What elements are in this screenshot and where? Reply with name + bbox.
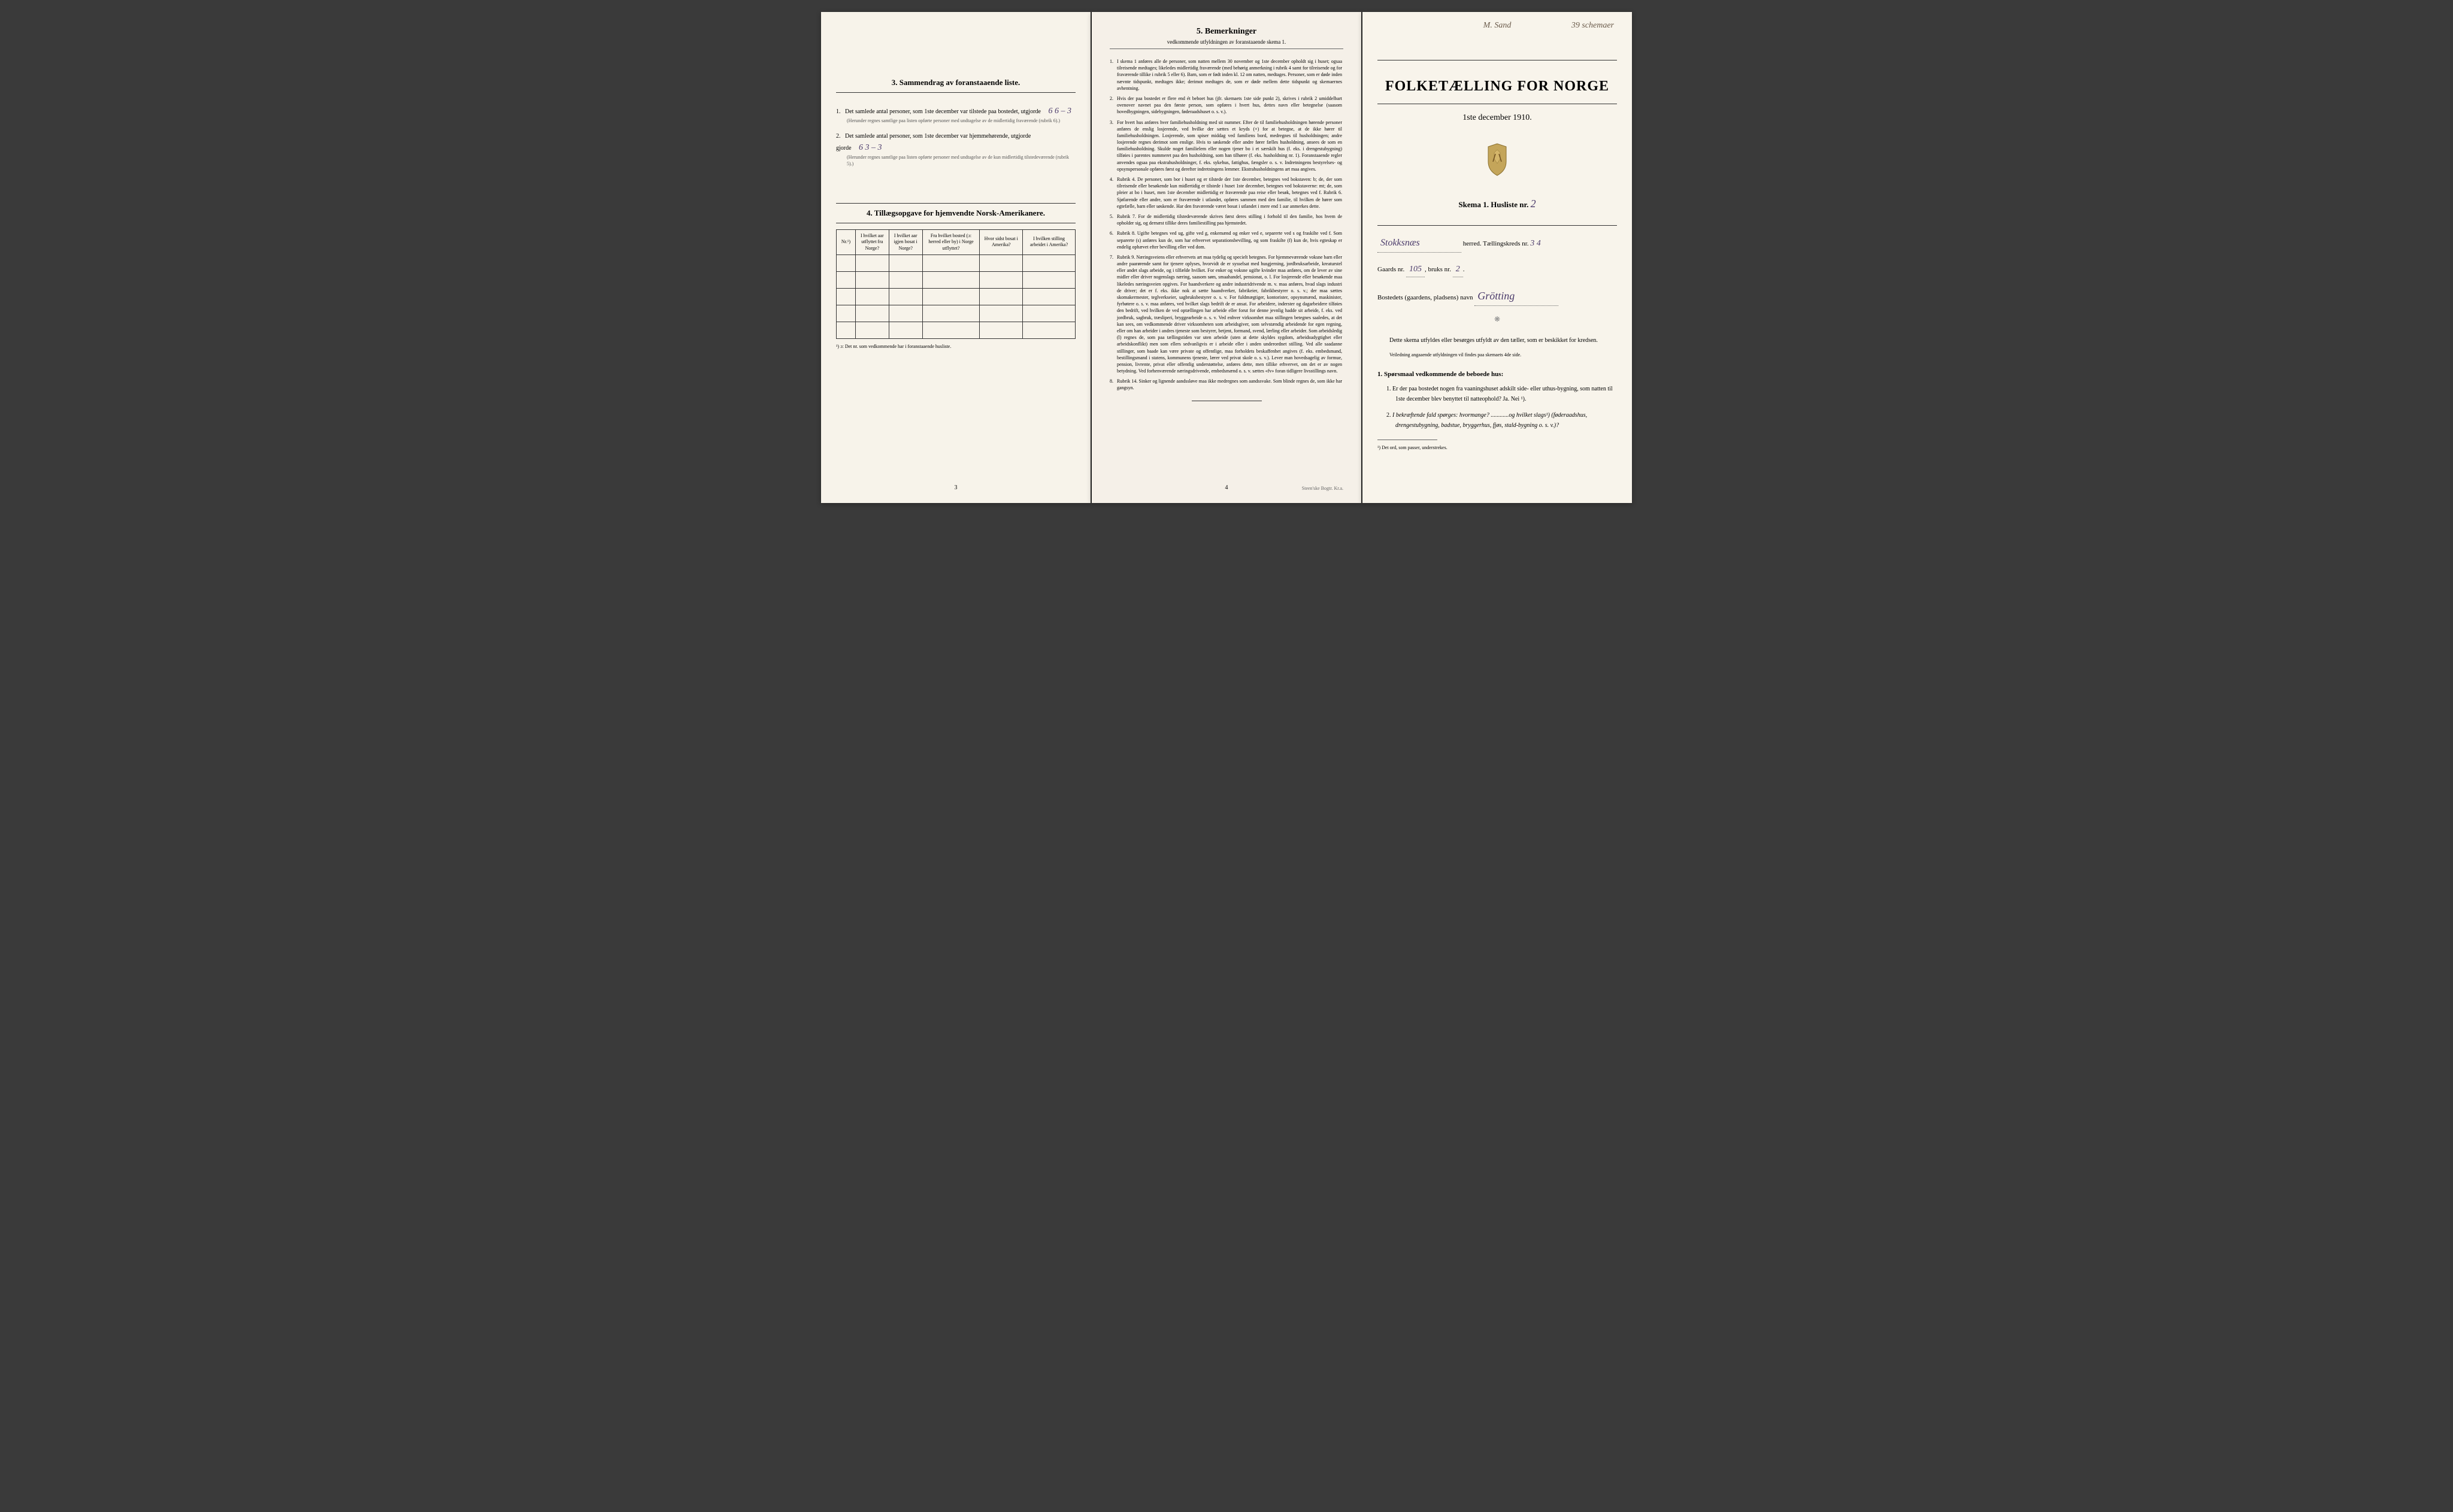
page-number-center: 4 — [1225, 484, 1228, 491]
date-line: 1ste december 1910. — [1377, 113, 1617, 123]
item1-text: Det samlede antal personer, som 1ste dec… — [845, 108, 1041, 115]
section5-subtitle: vedkommende utfyldningen av foranstaaend… — [1110, 39, 1343, 49]
top-handwriting-left: M. Sand — [1483, 21, 1512, 31]
amerikaner-table: Nr.¹) I hvilket aar utflyttet fra Norge?… — [836, 229, 1076, 339]
remark-text: Rubrik 14. Sinker og lignende aandssløve… — [1117, 378, 1342, 391]
remark-text: Rubrik 7. For de midlertidig tilstedevær… — [1117, 213, 1342, 226]
page-left: 3. Sammendrag av foranstaaende liste. 1.… — [821, 12, 1091, 503]
skema-rule — [1377, 225, 1617, 226]
table-row — [837, 322, 1076, 338]
section4-title: 4. Tillægsopgave for hjemvendte Norsk-Am… — [836, 203, 1076, 223]
q2-text: I bekræftende fald spørges: hvormange? .… — [1392, 412, 1587, 429]
remark-item: 8.Rubrik 14. Sinker og lignende aandsslø… — [1110, 378, 1343, 391]
remark-item: 3.For hvert hus anføres hver familiehush… — [1110, 119, 1343, 173]
th-4: Hvor sidst bosat i Amerika? — [980, 229, 1023, 254]
remark-item: 1.I skema 1 anføres alle de personer, so… — [1110, 58, 1343, 92]
item-1: 1.Det samlede antal personer, som 1ste d… — [836, 105, 1076, 125]
remark-number: 4. — [1110, 176, 1117, 183]
gaards-label: Gaards nr. — [1377, 266, 1404, 273]
instruction-sub: Veiledning angaaende utfyldningen vil fi… — [1377, 352, 1617, 358]
bruks-label: bruks nr. — [1428, 266, 1451, 273]
section3-title: 3. Sammendrag av foranstaaende liste. — [836, 78, 1076, 93]
remark-number: 2. — [1110, 95, 1117, 102]
remarks-list: 1.I skema 1 anføres alle de personer, so… — [1110, 58, 1343, 392]
item-2: 2.Det samlede antal personer, som 1ste d… — [836, 132, 1076, 167]
remark-number: 5. — [1110, 213, 1117, 220]
skema-label: Skema 1. Husliste nr. — [1458, 200, 1528, 209]
remark-number: 7. — [1110, 254, 1117, 260]
remark-text: For hvert hus anføres hver familiehushol… — [1117, 119, 1342, 173]
table-row — [837, 288, 1076, 305]
table-row — [837, 305, 1076, 322]
remark-number: 1. — [1110, 58, 1117, 65]
question-2: 2. I bekræftende fald spørges: hvormange… — [1386, 410, 1617, 431]
table-row — [837, 271, 1076, 288]
bruks-nr: 2 — [1453, 262, 1463, 277]
remark-text: Rubrik 4. De personer, som bor i huset o… — [1117, 176, 1342, 210]
page-number-left: 3 — [955, 484, 958, 491]
right-footnote: ¹) Det ord, som passer, understrekes. — [1377, 445, 1617, 450]
bosted-label: Bostedets (gaardens, pladsens) navn — [1377, 294, 1473, 301]
main-title: FOLKETÆLLING FOR NORGE — [1377, 78, 1617, 95]
th-3: Fra hvilket bosted (ɔ: herred eller by) … — [922, 229, 980, 254]
item1-values: 6 6 – 3 — [1048, 107, 1071, 116]
bosted-value: Grötting — [1474, 286, 1558, 306]
th-2: I hvilket aar igjen bosat i Norge? — [889, 229, 922, 254]
remark-item: 4.Rubrik 4. De personer, som bor i huset… — [1110, 176, 1343, 210]
remark-text: I skema 1 anføres alle de personer, som … — [1117, 58, 1342, 92]
table-body — [837, 254, 1076, 338]
remark-item: 7.Rubrik 9. Næringsveiens eller erhverve… — [1110, 254, 1343, 374]
section5-title: 5. Bemerkninger — [1110, 27, 1343, 37]
bosted-line: Bostedets (gaardens, pladsens) navn Gröt… — [1377, 286, 1617, 306]
remark-number: 8. — [1110, 378, 1117, 384]
th-0: Nr.¹) — [837, 229, 856, 254]
gaards-nr: 105 — [1406, 262, 1425, 277]
kreds-nr: 3 4 — [1530, 239, 1541, 248]
item2-note: (Herunder regnes samtlige paa listen opf… — [847, 154, 1076, 167]
table-row — [837, 254, 1076, 271]
th-5: I hvilken stilling arbeidet i Amerika? — [1023, 229, 1076, 254]
th-1: I hvilket aar utflyttet fra Norge? — [855, 229, 889, 254]
page-right: M. Sand 39 schemaer FOLKETÆLLING FOR NOR… — [1362, 12, 1632, 503]
remark-item: 6.Rubrik 8. Ugifte betegnes ved ug, gift… — [1110, 230, 1343, 250]
printer-mark: Steen'ske Bogtr. Kr.a. — [1302, 486, 1343, 491]
remark-number: 6. — [1110, 230, 1117, 237]
table-footnote: ¹) ɔ: Det nr. som vedkommende har i fora… — [836, 344, 1076, 349]
remark-item: 2.Hvis der paa bostedet er flere end ét … — [1110, 95, 1343, 116]
item1-note: (Herunder regnes samtlige paa listen opf… — [847, 118, 1076, 124]
remark-text: Rubrik 8. Ugifte betegnes ved ug, gifte … — [1117, 230, 1342, 250]
herred-label: herred. Tællingskreds nr. — [1463, 240, 1529, 247]
norwegian-crest-icon — [1377, 141, 1617, 183]
question-1: 1. Er der paa bostedet nogen fra vaaning… — [1386, 384, 1617, 404]
top-handwriting-right: 39 schemaer — [1571, 21, 1614, 31]
gaards-line: Gaards nr. 105, bruks nr. 2. — [1377, 262, 1617, 277]
remark-number: 3. — [1110, 119, 1117, 126]
item2-values: 6 3 – 3 — [859, 143, 882, 152]
herred-line: Stokksnæs herred. Tællingskreds nr. 3 4 — [1377, 235, 1617, 253]
instruction-main: Dette skema utfyldes eller besørges utfy… — [1377, 336, 1617, 346]
document-container: 3. Sammendrag av foranstaaende liste. 1.… — [821, 12, 1632, 503]
q1-text: Er der paa bostedet nogen fra vaaningshu… — [1392, 386, 1613, 402]
table-header-row: Nr.¹) I hvilket aar utflyttet fra Norge?… — [837, 229, 1076, 254]
page-center: 5. Bemerkninger vedkommende utfyldningen… — [1092, 12, 1361, 503]
husliste-nr: 2 — [1531, 198, 1536, 210]
remark-text: Rubrik 9. Næringsveiens eller erhvervets… — [1117, 254, 1342, 374]
q-header: 1. Spørsmaal vedkommende de beboede hus: — [1377, 371, 1617, 378]
remark-item: 5.Rubrik 7. For de midlertidig tilstedev… — [1110, 213, 1343, 226]
item2-text: Det samlede antal personer, som 1ste dec… — [845, 133, 1031, 140]
skema-line: Skema 1. Husliste nr. 2 — [1377, 198, 1617, 210]
remark-text: Hvis der paa bostedet er flere end ét be… — [1117, 95, 1342, 116]
herred-value: Stokksnæs — [1377, 235, 1461, 253]
ornament-divider: ❋ — [1377, 315, 1617, 324]
